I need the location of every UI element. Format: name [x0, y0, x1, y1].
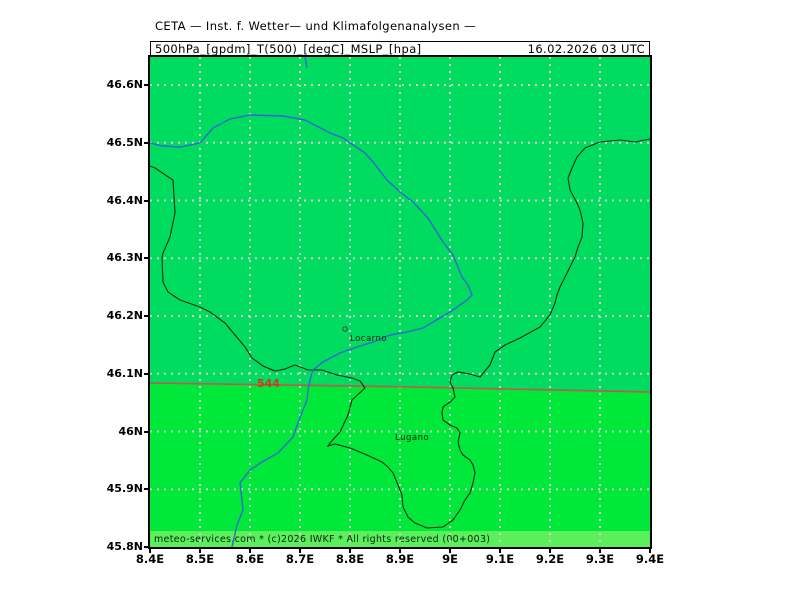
- watermark-text: meteo-services.com * (c)2026 IWKF * All …: [154, 534, 490, 545]
- lat-tick: [144, 257, 150, 260]
- city-label-lugano: Lugano: [395, 433, 429, 443]
- lat-tick: [144, 546, 150, 548]
- lon-tick: [299, 547, 301, 553]
- valid-datetime-label: 16.02.2026 03 UTC: [527, 42, 645, 56]
- lon-label: 8.4E: [135, 552, 165, 566]
- lon-tick: [399, 547, 401, 553]
- contour-544-label: 544: [257, 377, 280, 390]
- watermark-band: [150, 531, 650, 547]
- contour-544-line: [149, 382, 651, 393]
- lon-label: 9.1E: [485, 552, 515, 566]
- lon-label: 8.5E: [185, 552, 215, 566]
- lat-tick: [144, 84, 150, 86]
- lat-label: 46.6N: [106, 78, 143, 91]
- country-border-line: [149, 138, 651, 529]
- lat-label: 46.2N: [106, 309, 143, 322]
- lon-tick: [449, 547, 451, 553]
- lon-label: 9E: [442, 552, 458, 566]
- lon-tick: [499, 547, 501, 553]
- lat-label: 46.5N: [106, 135, 143, 149]
- map-canvas: meteo-services.com * (c)2026 IWKF * All …: [149, 56, 651, 548]
- lat-label: 46.4N: [106, 193, 143, 207]
- lat-tick: [144, 430, 150, 433]
- lat-label: 45.8N: [106, 540, 143, 553]
- product-label: 500hPa_[gpdm]_T(500)_[degC]_MSLP_[hpa]: [155, 42, 422, 56]
- lon-label: 8.9E: [385, 552, 415, 566]
- river-line: [149, 114, 473, 548]
- graticule-grid: [150, 57, 650, 547]
- lat-label: 46.3N: [106, 251, 143, 265]
- lon-tick: [549, 547, 551, 553]
- lon-tick: [649, 547, 651, 553]
- city-label-locarno: Locarno: [350, 334, 387, 344]
- lat-tick: [144, 141, 150, 144]
- lat-label: 45.9N: [106, 482, 143, 496]
- lat-label: 46N: [118, 424, 143, 438]
- city-marker-locarno: [342, 326, 348, 332]
- lon-tick: [149, 547, 151, 553]
- map-header-box: 500hPa_[gpdm]_T(500)_[degC]_MSLP_[hpa] 1…: [150, 41, 650, 57]
- page-title: CETA — Inst. f. Wetter— und Klimafolgena…: [155, 19, 477, 33]
- river-tributary-line: [304, 56, 308, 69]
- lon-label: 8.7E: [285, 552, 315, 566]
- lon-label: 8.8E: [335, 552, 365, 566]
- map-frame: meteo-services.com * (c)2026 IWKF * All …: [148, 55, 652, 549]
- lat-label: 46.1N: [106, 366, 143, 380]
- lat-tick: [144, 315, 150, 317]
- lat-tick: [144, 372, 150, 375]
- lon-tick: [199, 547, 201, 553]
- lat-tick: [144, 488, 150, 491]
- lon-label: 8.6E: [235, 552, 265, 566]
- lon-tick: [349, 547, 351, 553]
- lon-tick: [599, 547, 601, 553]
- lon-label: 9.3E: [585, 552, 615, 566]
- lon-label: 9.2E: [535, 552, 565, 566]
- lon-tick: [249, 547, 251, 553]
- lat-tick: [144, 199, 150, 202]
- fill-lower-region: [150, 383, 650, 547]
- lon-label: 9.4E: [635, 552, 665, 566]
